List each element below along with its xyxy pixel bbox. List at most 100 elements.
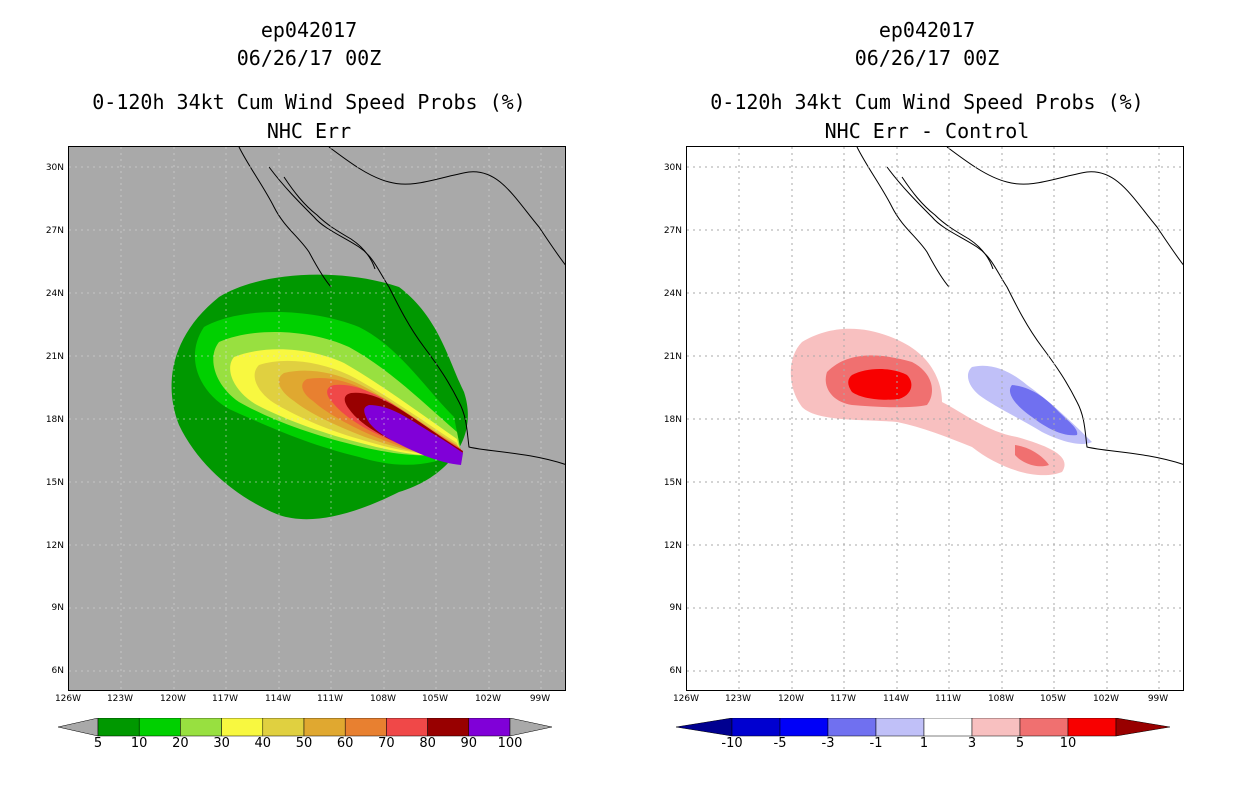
colorbar-box bbox=[731, 718, 781, 737]
lat-label: 24N bbox=[663, 289, 682, 299]
colorbar-box bbox=[180, 718, 222, 737]
lat-label: 18N bbox=[45, 415, 64, 425]
colorbar-label: 10 bbox=[1059, 736, 1077, 751]
lat-label: 24N bbox=[45, 289, 64, 299]
left-colorbar bbox=[58, 718, 553, 737]
left-map bbox=[68, 146, 566, 691]
left-datetime: 06/26/17 00Z bbox=[236, 46, 382, 70]
lat-label: 9N bbox=[51, 603, 64, 613]
colorbar-boxes bbox=[731, 718, 1117, 737]
diff-positive-5-10 bbox=[848, 369, 912, 400]
baja-inner-coast bbox=[901, 176, 994, 270]
lat-label: 12N bbox=[45, 541, 64, 551]
lon-label: 99W bbox=[1147, 694, 1169, 704]
left-panel: ep042017 06/26/17 00Z 0-120h 34kt Cum Wi… bbox=[45, 18, 566, 751]
colorbar-box bbox=[779, 718, 829, 737]
colorbar-box bbox=[1067, 718, 1117, 737]
coastline bbox=[856, 147, 1183, 465]
lon-label: 117W bbox=[829, 694, 857, 704]
lon-label: 108W bbox=[369, 694, 397, 704]
lat-label: 27N bbox=[45, 226, 64, 236]
colorbar-label: 50 bbox=[295, 736, 313, 751]
lat-label: 21N bbox=[45, 352, 64, 362]
colorbar-label: -10 bbox=[721, 736, 743, 751]
colorbar-label: -1 bbox=[869, 736, 883, 751]
lon-label: 123W bbox=[106, 694, 134, 704]
right-map-svg bbox=[687, 147, 1183, 690]
lat-label: 6N bbox=[51, 666, 64, 676]
colorbar-box bbox=[138, 718, 181, 737]
colorbar-box bbox=[221, 718, 264, 737]
colorbar-box bbox=[386, 718, 428, 737]
colorbar-boxes bbox=[97, 718, 511, 737]
colorbar-box bbox=[427, 718, 470, 737]
lat-lon-grid bbox=[687, 147, 1183, 690]
colorbar-label: 1 bbox=[919, 736, 929, 751]
lat-label: 15N bbox=[45, 478, 64, 488]
lat-label: 18N bbox=[663, 415, 682, 425]
right-storm-id: ep042017 bbox=[878, 18, 976, 42]
lon-label: 123W bbox=[724, 694, 752, 704]
colorbar-label: 90 bbox=[460, 736, 478, 751]
colorbar-label: 3 bbox=[967, 736, 977, 751]
baja-inner-coast bbox=[283, 176, 376, 270]
lat-lon-grid bbox=[69, 147, 565, 690]
lon-label: 111W bbox=[934, 694, 962, 704]
lat-label: 30N bbox=[45, 163, 64, 173]
diff-negative-3-5 bbox=[1009, 385, 1078, 436]
colorbar-label: 20 bbox=[172, 736, 189, 751]
right-product-title: 0-120h 34kt Cum Wind Speed Probs (%) bbox=[710, 90, 1144, 114]
colorbar-box bbox=[923, 718, 973, 737]
lon-label: 111W bbox=[316, 694, 344, 704]
lon-label: 108W bbox=[987, 694, 1015, 704]
colorbar-under-arrow bbox=[676, 718, 733, 737]
colorbar-box bbox=[971, 718, 1021, 737]
colorbar-box bbox=[1019, 718, 1069, 737]
lat-label: 9N bbox=[669, 603, 682, 613]
lat-label: 27N bbox=[663, 226, 682, 236]
right-subtitle: NHC Err - Control bbox=[824, 119, 1030, 143]
right-panel: ep042017 06/26/17 00Z 0-120h 34kt Cum Wi… bbox=[618, 0, 1236, 800]
colorbar-label: 10 bbox=[130, 736, 148, 751]
lon-label: 120W bbox=[777, 694, 805, 704]
left-product-title: 0-120h 34kt Cum Wind Speed Probs (%) bbox=[92, 90, 526, 114]
lon-label: 120W bbox=[159, 694, 187, 704]
lat-label: 15N bbox=[663, 478, 682, 488]
lon-label: 126W bbox=[54, 694, 82, 704]
lon-label: 114W bbox=[264, 694, 292, 704]
colorbar-label: 60 bbox=[336, 736, 354, 751]
right-datetime: 06/26/17 00Z bbox=[854, 46, 1000, 70]
lon-label: 105W bbox=[1039, 694, 1067, 704]
lon-label: 105W bbox=[421, 694, 449, 704]
lon-label: 117W bbox=[211, 694, 239, 704]
lon-label: 102W bbox=[1092, 694, 1120, 704]
coastline bbox=[238, 147, 565, 465]
colorbar-label: -5 bbox=[773, 736, 787, 751]
left-subtitle: NHC Err bbox=[266, 119, 352, 143]
colorbar-box bbox=[827, 718, 877, 737]
lon-label: 99W bbox=[529, 694, 551, 704]
lat-label: 12N bbox=[663, 541, 682, 551]
colorbar-box bbox=[875, 718, 925, 737]
colorbar-label: 40 bbox=[254, 736, 272, 751]
lat-label: 30N bbox=[663, 163, 682, 173]
colorbar-box bbox=[344, 718, 387, 737]
diff-positive-south bbox=[1015, 445, 1049, 467]
prob-90-contour bbox=[364, 405, 463, 465]
colorbar-label: -3 bbox=[821, 736, 835, 751]
colorbar-label: 5 bbox=[93, 736, 103, 751]
colorbar-under-arrow bbox=[58, 718, 99, 737]
colorbar-label: 70 bbox=[378, 736, 395, 751]
colorbar-box bbox=[468, 718, 511, 737]
colorbar-label: 5 bbox=[1015, 736, 1025, 751]
lon-label: 102W bbox=[474, 694, 502, 704]
colorbar-box bbox=[262, 718, 305, 737]
colorbar-box bbox=[303, 718, 346, 737]
left-map-svg bbox=[69, 147, 565, 690]
lat-label: 6N bbox=[669, 666, 682, 676]
colorbar-label: 100 bbox=[497, 736, 523, 751]
right-colorbar bbox=[676, 718, 1171, 737]
colorbar-over-arrow bbox=[509, 718, 553, 737]
colorbar-label: 80 bbox=[419, 736, 436, 751]
colorbar-box bbox=[97, 718, 140, 737]
